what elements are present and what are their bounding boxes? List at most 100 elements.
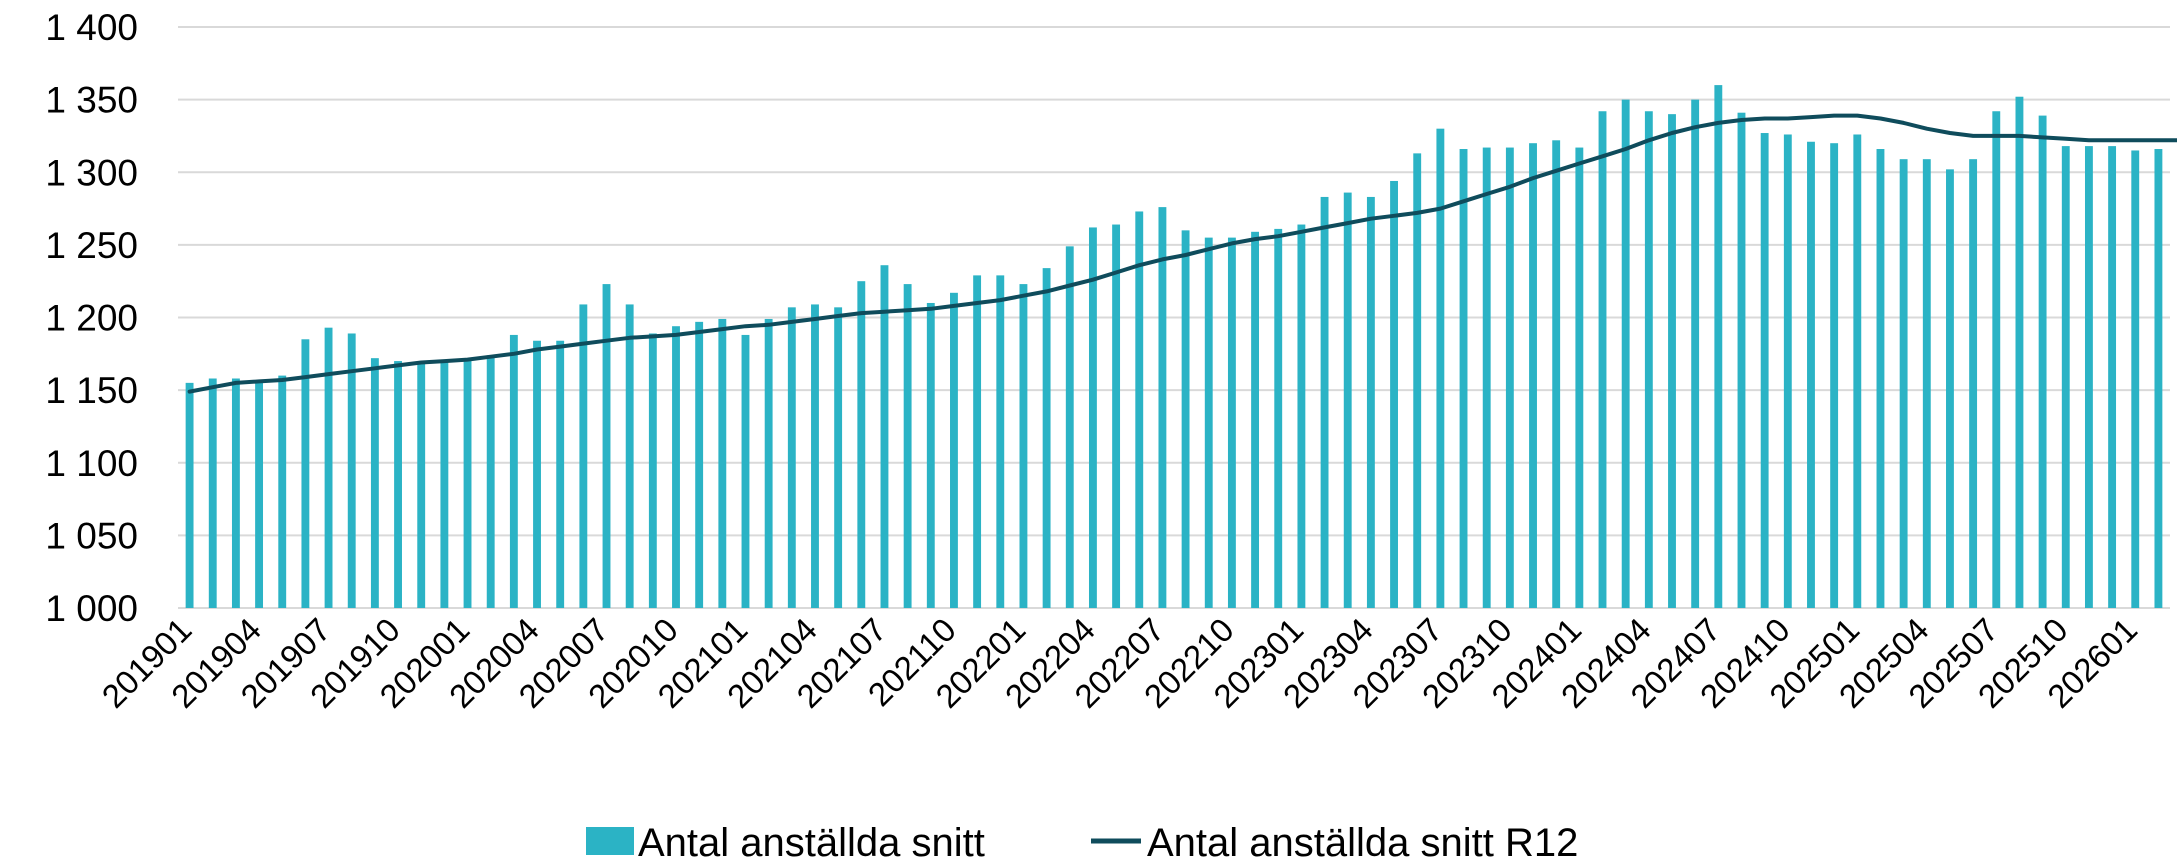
bar-201903 xyxy=(231,378,240,608)
bar-202011 xyxy=(695,321,704,608)
bar-201906 xyxy=(301,339,310,608)
bar-202103 xyxy=(787,307,796,608)
bar-202406 xyxy=(1691,99,1700,608)
bar-202502 xyxy=(1876,149,1885,608)
bar-202109 xyxy=(926,302,935,608)
bar-202304 xyxy=(1366,196,1375,608)
bar-202012 xyxy=(718,318,727,608)
bar-202511 xyxy=(2084,146,2093,609)
bar-202112 xyxy=(996,275,1005,608)
bar-202308 xyxy=(1459,149,1468,608)
bar-202009 xyxy=(648,333,657,608)
bar-202507 xyxy=(1992,111,2001,609)
bar-202302 xyxy=(1320,196,1329,608)
bar-202209 xyxy=(1204,237,1213,609)
y-tick-label: 1 000 xyxy=(45,588,138,629)
bar-202405 xyxy=(1668,114,1676,609)
bar-202602 xyxy=(2154,149,2163,608)
y-tick-label: 1 300 xyxy=(45,152,138,193)
x-axis-tick-labels: 2019012019042019072019102020012020042020… xyxy=(94,611,2144,715)
y-tick-label: 1 100 xyxy=(45,443,138,484)
bar-202501 xyxy=(1853,134,1862,609)
bar-202001 xyxy=(463,358,472,608)
bar-202004 xyxy=(533,340,541,608)
bar-202310 xyxy=(1505,147,1514,608)
bar-202409 xyxy=(1760,133,1769,608)
bar-202410 xyxy=(1783,134,1792,609)
bar-202101 xyxy=(741,334,750,608)
bar-202102 xyxy=(764,318,773,608)
bar-202401 xyxy=(1575,147,1584,608)
bar-202111 xyxy=(973,275,982,608)
bar-201910 xyxy=(394,361,402,608)
bar-202206 xyxy=(1135,211,1144,608)
bar-201902 xyxy=(208,378,217,608)
bar-201904 xyxy=(255,382,264,608)
bar-202504 xyxy=(1922,159,1931,609)
bar-201901 xyxy=(185,382,194,608)
bar-202309 xyxy=(1482,147,1491,608)
bar-202107 xyxy=(880,265,889,608)
bar-202104 xyxy=(811,304,819,608)
bar-202110 xyxy=(950,292,958,608)
bar-202005 xyxy=(556,340,565,608)
bar-202008 xyxy=(625,304,634,608)
bar-202508 xyxy=(2015,96,2024,608)
bar-202404 xyxy=(1644,111,1653,609)
y-tick-label: 1 150 xyxy=(45,370,138,411)
bar-201911 xyxy=(417,363,426,608)
bar-202312 xyxy=(1552,140,1561,609)
y-tick-label: 1 200 xyxy=(45,298,138,339)
bar-202402 xyxy=(1598,111,1607,609)
bar-202506 xyxy=(1969,159,1978,609)
bar-201905 xyxy=(278,375,287,608)
bar-202204 xyxy=(1088,227,1097,608)
bar-202306 xyxy=(1413,153,1422,608)
bar-202403 xyxy=(1621,99,1630,608)
bar-202503 xyxy=(1899,159,1908,609)
bar-202010 xyxy=(672,326,680,608)
legend-bar-label: Antal anställda snitt xyxy=(638,821,985,865)
y-tick-label: 1 050 xyxy=(45,515,138,556)
bar-202510 xyxy=(2061,146,2070,609)
bar-202411 xyxy=(1807,141,1815,608)
bar-202006 xyxy=(579,304,588,608)
bar-202303 xyxy=(1343,192,1352,608)
bar-202505 xyxy=(1946,169,1954,608)
bar-202007 xyxy=(602,284,611,608)
r12-series-line xyxy=(187,113,2177,394)
y-tick-label: 1 400 xyxy=(45,7,138,48)
bar-201912 xyxy=(440,362,449,608)
bar-202509 xyxy=(2038,115,2047,608)
bar-202205 xyxy=(1112,224,1121,609)
bar-202207 xyxy=(1158,207,1167,609)
bar-series xyxy=(185,85,2163,609)
bar-202407 xyxy=(1714,85,1723,609)
bar-202108 xyxy=(903,284,912,608)
bar-202210 xyxy=(1227,237,1236,609)
bar-202106 xyxy=(857,281,866,608)
bar-202301 xyxy=(1297,224,1306,609)
bar-202307 xyxy=(1436,128,1445,609)
bar-202408 xyxy=(1737,112,1746,608)
y-tick-label: 1 250 xyxy=(45,225,138,266)
bar-202412 xyxy=(1830,143,1839,608)
bar-202212 xyxy=(1274,228,1283,608)
legend: Antal anställda snitt Antal anställda sn… xyxy=(586,821,1578,865)
bar-202601 xyxy=(2131,150,2140,608)
gridlines xyxy=(178,26,2170,609)
bar-202105 xyxy=(834,307,843,608)
bar-202003 xyxy=(509,334,518,608)
bar-201909 xyxy=(370,358,379,608)
bar-201908 xyxy=(347,333,356,608)
legend-bar-swatch xyxy=(586,827,634,855)
bar-202305 xyxy=(1390,180,1398,608)
bar-202201 xyxy=(1019,284,1028,608)
bar-202211 xyxy=(1251,231,1260,609)
bar-202208 xyxy=(1181,230,1190,608)
bar-202512 xyxy=(2108,146,2117,609)
y-axis-tick-labels: 1 000 1 050 1 100 1 150 1 200 1 250 1 300 1 350… xyxy=(45,7,138,629)
y-tick-label: 1 350 xyxy=(45,80,138,121)
bar-201907 xyxy=(324,327,333,608)
